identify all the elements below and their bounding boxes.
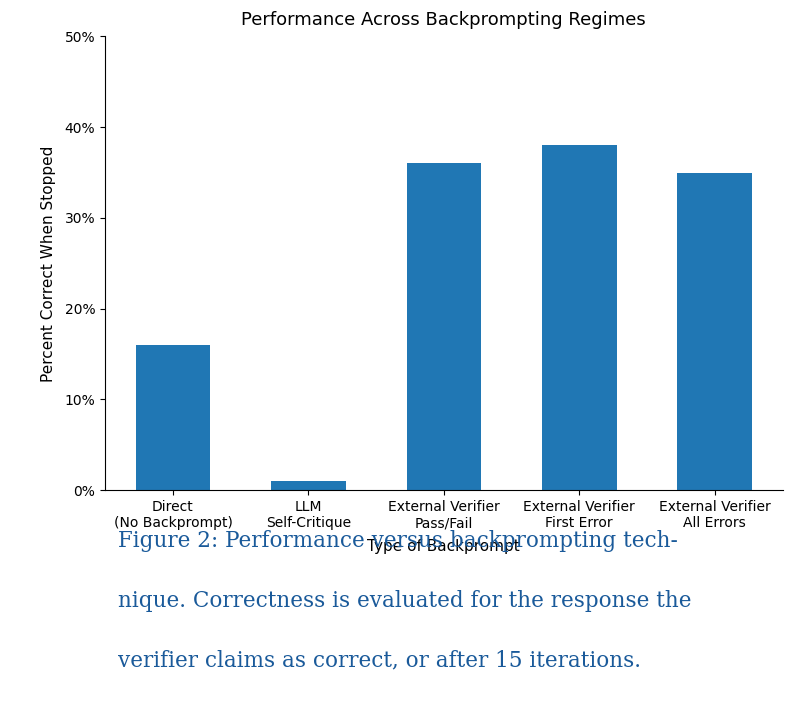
Bar xyxy=(678,172,752,490)
Text: Figure 2: Performance versus backprompting tech-: Figure 2: Performance versus backprompti… xyxy=(119,531,679,553)
Bar xyxy=(542,145,617,490)
Text: verifier claims as correct, or after 15 iterations.: verifier claims as correct, or after 15 … xyxy=(119,650,642,672)
Y-axis label: Percent Correct When Stopped: Percent Correct When Stopped xyxy=(41,145,56,382)
Title: Performance Across Backprompting Regimes: Performance Across Backprompting Regimes xyxy=(241,11,646,29)
Bar xyxy=(136,345,210,490)
Bar xyxy=(407,164,481,490)
Text: nique. Correctness is evaluated for the response the: nique. Correctness is evaluated for the … xyxy=(119,590,692,612)
X-axis label: Type of Backprompt: Type of Backprompt xyxy=(367,539,521,553)
Bar xyxy=(271,481,345,490)
